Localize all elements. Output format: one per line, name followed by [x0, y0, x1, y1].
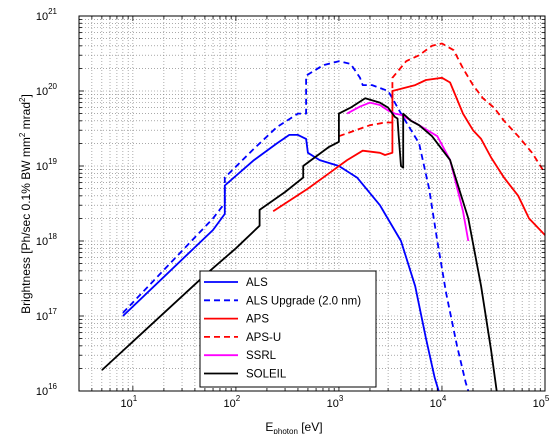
x-tick-label: 103 [327, 394, 344, 410]
x-tick-label: 102 [224, 394, 241, 410]
legend-label: SOLEIL [246, 369, 287, 381]
y-tick-labels: 1016 1017 1018 1019 1020 1021 [36, 7, 58, 398]
series-line-2 [272, 76, 546, 236]
x-tick-label: 105 [533, 394, 550, 410]
legend: ALS ALS Upgrade (2.0 nm) APS APS-U SSRL SOLEI… [199, 270, 377, 388]
y-tick-label: 1021 [36, 7, 58, 23]
legend-box [199, 270, 377, 388]
series-line-0 [122, 134, 440, 392]
y-tick-label: 1019 [36, 157, 58, 173]
legend-label: ALS Upgrade (2.0 nm) [246, 295, 361, 307]
x-tick-label: 104 [430, 394, 447, 410]
y-tick-label: 1017 [36, 307, 58, 323]
y-axis-label: Brightness [Ph/sec 0.1% BW mm2 mrad2] [18, 94, 33, 314]
plot-frame [78, 15, 546, 392]
legend-label: APS-U [246, 332, 281, 344]
x-axis-label: Ephoton [eV] [265, 420, 322, 434]
series-line-3 [338, 42, 546, 174]
series-line-5 [101, 97, 498, 392]
y-tick-label: 1016 [36, 382, 58, 398]
x-tick-labels: 101 102 103 104 105 [121, 394, 550, 410]
series-line-1 [122, 60, 470, 392]
tick-marks [78, 16, 545, 392]
legend-items: ALS ALS Upgrade (2.0 nm) APS APS-U SSRL SOLEI… [204, 277, 361, 381]
legend-label: SSRL [246, 350, 277, 362]
legend-label: APS [246, 314, 269, 326]
x-tick-label: 101 [121, 394, 138, 410]
y-tick-label: 1020 [36, 82, 58, 98]
y-tick-label: 1018 [36, 232, 58, 248]
series-lines [101, 42, 546, 392]
legend-label: ALS [246, 277, 268, 289]
